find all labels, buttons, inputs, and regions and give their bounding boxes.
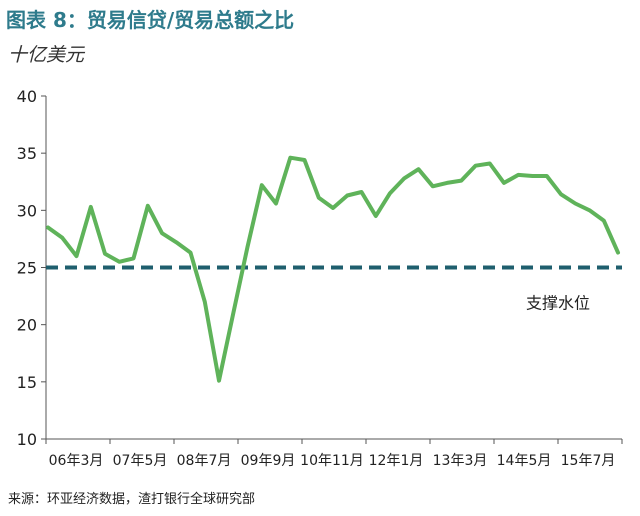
y-tick-label: 15 (17, 373, 37, 392)
y-tick-label: 30 (17, 201, 37, 220)
x-tick-label: 15年7月 (561, 453, 616, 469)
support-line-label: 支撑水位 (526, 294, 590, 313)
x-tick-label: 08年7月 (177, 453, 232, 469)
y-tick-label: 35 (17, 144, 37, 163)
unit-label: 十亿美元 (8, 44, 85, 66)
chart-title: 图表 8：贸易信贷/贸易总额之比 (6, 8, 295, 32)
y-tick-label: 40 (17, 87, 37, 106)
y-tick-label: 10 (17, 430, 37, 449)
x-tick-label: 09年9月 (241, 453, 296, 469)
source-note: 来源：环亚经济数据，渣打银行全球研究部 (8, 492, 256, 507)
x-tick-label: 06年3月 (49, 453, 104, 469)
x-tick-label: 13年3月 (433, 453, 488, 469)
series-line (46, 155, 620, 383)
x-tick-label: 10年11月 (300, 453, 364, 469)
y-tick-label: 25 (17, 259, 37, 278)
x-tick-label: 07年5月 (113, 453, 168, 469)
x-tick-label: 14年5月 (497, 453, 552, 469)
y-tick-label: 20 (17, 316, 37, 335)
x-tick-label: 12年1月 (369, 453, 424, 469)
